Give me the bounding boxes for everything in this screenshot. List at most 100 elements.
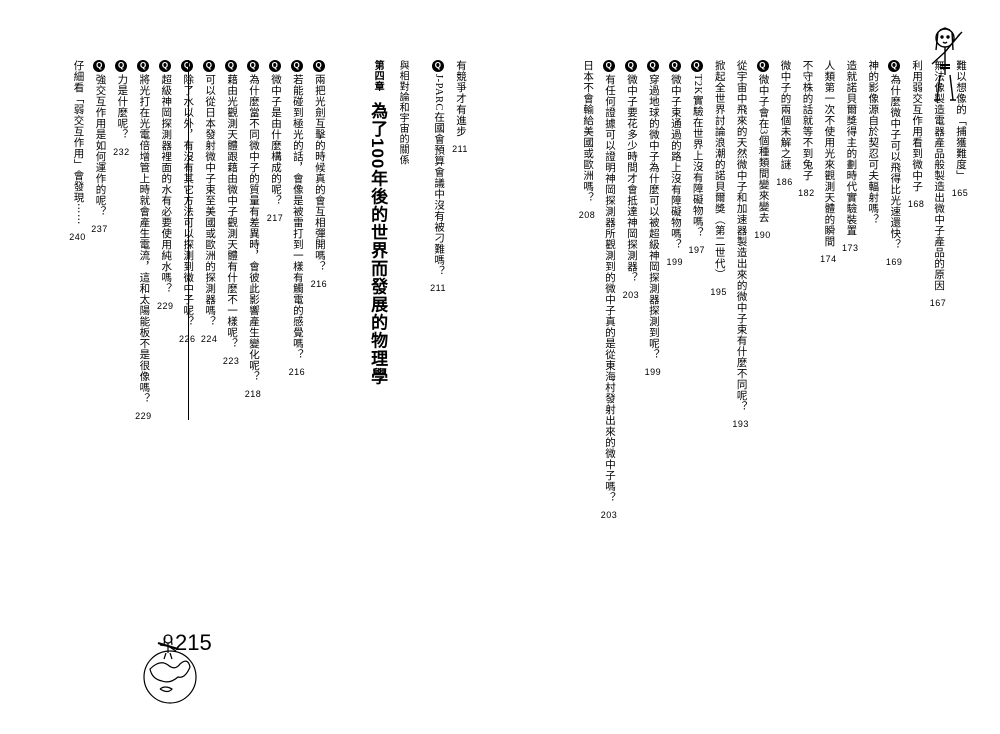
toc-entry: 掀起全世界討論浪潮的諾貝爾獎（第二世代）195 <box>709 60 729 680</box>
toc-entry: 從宇宙中飛來的天然微中子和加速器製造出來的微中子束有什麼不同呢？ 193 <box>731 60 751 680</box>
toc-entry-text: 為什麼微中子可以飛得比光速還快？ <box>889 74 900 250</box>
toc-entry-text: 可以從日本發射微中子束至美國或歐洲的探測器嗎？ <box>204 74 215 327</box>
toc-entry: Q有任何證據可以證明神岡探測器所觀測到的微中子真的是從東海村發射出來的微中子嗎？… <box>599 60 619 680</box>
toc-entry: Q微中子要花多少時間才會抵達神岡探測器？203 <box>621 60 641 680</box>
toc-entry: 難以想像的「捕獲難度」 165 <box>950 60 970 680</box>
toc-entry-text: 神的影像源自於契忍可夫輻射嗎？ <box>867 60 878 225</box>
toc-entry: Q將光打在光電倍增管上時就會產生電流，這和太陽能板不是很像嗎？229 <box>133 60 153 680</box>
toc-entry: Q 微中子束通過的路上沒有障礙物嗎？ 199 <box>665 60 685 680</box>
toc-entry-text: 無法像製造電器產品般製造出微中子產品的原因 <box>933 60 944 291</box>
toc-page-number: 217 <box>267 210 284 227</box>
toc-page-number: 165 <box>952 185 969 202</box>
toc-entry-text: 人類第一次不使用光來觀測天體的瞬間 <box>823 60 834 247</box>
toc-entry: 神的影像源自於契忍可夫輻射嗎？ <box>862 60 882 680</box>
toc-entry: Q 強交互作用是如何運作的呢？ 237 <box>90 60 110 680</box>
right-page-columns: 難以想像的「捕獲難度」165無法像製造電器產品般製造出微中子產品的原因167利用… <box>530 60 970 680</box>
toc-entry-text: 微中子的兩個未解之謎 <box>780 60 791 170</box>
question-bullet-icon: Q <box>625 60 637 72</box>
toc-entry: Q T2K實驗在世界上沒有障礙物嗎？ 197 <box>687 60 707 680</box>
question-bullet-icon: Q <box>291 60 303 72</box>
toc-entry: 不守株的話就等不到兔子 182 <box>797 60 817 680</box>
question-bullet-icon: Q <box>137 60 149 72</box>
toc-page-number: 208 <box>579 207 596 224</box>
toc-entry-text: 兩把光劍互擊的時候真的會互相彈開嗎？ <box>314 74 325 272</box>
toc-page-number: 211 <box>452 141 468 158</box>
toc-entry-text: 強交互作用是如何運作的呢？ <box>94 74 105 217</box>
question-bullet-icon: Q <box>603 60 615 72</box>
chapter-title: 為了100年後的世界而發展的物理學 <box>368 102 387 385</box>
toc-entry: 利用弱交互作用看到微中子 168 <box>906 60 926 680</box>
question-bullet-icon: Q <box>669 60 681 72</box>
toc-entry-text: 為什麼當不同微中子的質量有差異時，會彼此影響產生變化呢？ <box>248 74 259 382</box>
question-bullet-icon: Q <box>647 60 659 72</box>
toc-page-number: 218 <box>245 386 262 403</box>
toc-page-number: 240 <box>69 229 86 246</box>
toc-entry: Q可以從日本發射微中子束至美國或歐洲的探測器嗎？224 <box>199 60 219 680</box>
question-bullet-icon: Q <box>313 60 325 72</box>
toc-entry-text: 穿過地球的微中子為什麼可以被超級神岡探測器探測到呢？ <box>648 74 659 360</box>
chapter-header: 與相對論和宇宙的關係第四章 為了100年後的世界而發展的物理學 <box>361 60 412 680</box>
toc-entry-text: 不守株的話就等不到兔子 <box>801 60 812 181</box>
question-bullet-icon: Q <box>115 60 127 72</box>
toc-page-number: 168 <box>908 196 925 213</box>
toc-entry-text: 難以想像的「捕獲難度」 <box>955 60 966 181</box>
toc-entry: Q 力是什麼呢？ 232 <box>111 60 131 680</box>
toc-entry-text: 若能碰到極光的話，會像是被雷打到一樣有觸電的感覺嗎？ <box>292 74 303 360</box>
toc-entry-text: 微中子會在3個種類間變來變去 <box>758 74 769 223</box>
toc-entry-text: 造就諾貝爾獎得主的劃時代實驗裝置 <box>845 60 856 236</box>
toc-page-number: 174 <box>820 251 837 268</box>
toc-page-number: 199 <box>667 254 684 271</box>
question-bullet-icon: Q <box>691 60 703 72</box>
question-bullet-icon: Q <box>432 60 444 72</box>
toc-page-number: 203 <box>601 507 618 524</box>
toc-entry: Q 為什麼當不同微中子的質量有差異時，會彼此影響產生變化呢？ 218 <box>243 60 263 680</box>
question-bullet-icon: Q <box>247 60 259 72</box>
chapter-subtitle: 與相對論和宇宙的關係 <box>393 60 412 680</box>
question-bullet-icon: Q <box>225 60 237 72</box>
page-spread: 難以想像的「捕獲難度」165無法像製造電器產品般製造出微中子產品的原因167利用… <box>0 0 1000 734</box>
toc-page-number: 237 <box>91 221 108 238</box>
toc-entry-text: 將光打在光電倍增管上時就會產生電流，這和太陽能板不是很像嗎？ <box>138 74 149 404</box>
toc-entry-text: 力是什麼呢？ <box>116 74 127 140</box>
globe-illustration <box>130 629 210 714</box>
toc-page-number: 167 <box>930 295 947 312</box>
chapter-divider-rule <box>188 60 189 420</box>
toc-entry: Q藉由光觀測天體跟藉由微中子觀測天體有什麼不一樣呢？223 <box>221 60 241 680</box>
toc-entry: Q 微中子會在3個種類間變來變去 190 <box>753 60 773 680</box>
toc-page-number: 223 <box>223 353 240 370</box>
right-page: 難以想像的「捕獲難度」165無法像製造電器產品般製造出微中子產品的原因167利用… <box>500 0 1000 734</box>
toc-page-number: 197 <box>688 242 705 259</box>
toc-entry: 微中子的兩個未解之謎 186 <box>775 60 795 680</box>
toc-entry-text: 微中子是由什麼構成的呢？ <box>270 74 281 206</box>
toc-page-number: 186 <box>776 174 793 191</box>
toc-entry-text: 微中子束通過的路上沒有障礙物嗎？ <box>670 74 681 250</box>
toc-page-number: 182 <box>798 185 815 202</box>
toc-page-number: 169 <box>886 254 903 271</box>
toc-entry-text: 日本不會輸給美國或歐洲嗎？ <box>582 60 593 203</box>
toc-page-number: 216 <box>311 276 328 293</box>
question-bullet-icon: Q <box>757 60 769 72</box>
toc-entry: Q J-PARC在國會預算會議中沒有被刁難嗎？ 211 <box>428 60 448 680</box>
toc-entry-text: 有競爭才有進步 <box>455 60 466 137</box>
toc-page-number: 193 <box>732 416 749 433</box>
toc-entry: Q微中子是由什麼構成的呢？217 <box>265 60 285 680</box>
toc-entry: 有競爭才有進步 211 <box>450 60 470 680</box>
toc-entry-text: 微中子要花多少時間才會抵達神岡探測器？ <box>626 74 637 283</box>
toc-page-number: 173 <box>842 240 859 257</box>
toc-entry: Q穿過地球的微中子為什麼可以被超級神岡探測器探測到呢？199 <box>643 60 663 680</box>
toc-page-number: 190 <box>754 227 771 244</box>
toc-entry: Q若能碰到極光的話，會像是被雷打到一樣有觸電的感覺嗎？216 <box>287 60 307 680</box>
toc-page-number: 211 <box>430 280 446 297</box>
chapter-title-col: 第四章 為了100年後的世界而發展的物理學 <box>361 60 393 385</box>
toc-entry-text: 從宇宙中飛來的天然微中子和加速器製造出來的微中子束有什麼不同呢？ <box>736 60 747 412</box>
toc-entry-text: J-PARC在國會預算會議中沒有被刁難嗎？ <box>433 74 444 276</box>
question-bullet-icon: Q <box>93 60 105 72</box>
toc-entry-text: T2K實驗在世界上沒有障礙物嗎？ <box>692 74 703 238</box>
toc-entry-text: 超級神岡探測器裡面的水有必要使用純水嗎？ <box>160 74 171 294</box>
chapter-label: 第四章 <box>372 60 383 102</box>
toc-entry: 無法像製造電器產品般製造出微中子產品的原因 167 <box>928 60 948 680</box>
toc-page-number: 229 <box>157 298 174 315</box>
toc-entry-text: 利用弱交互作用看到微中子 <box>911 60 922 192</box>
toc-entry: 仔細看「弱交互作用」會發現⋯⋯240 <box>68 60 88 680</box>
toc-page-number: 232 <box>113 144 130 161</box>
